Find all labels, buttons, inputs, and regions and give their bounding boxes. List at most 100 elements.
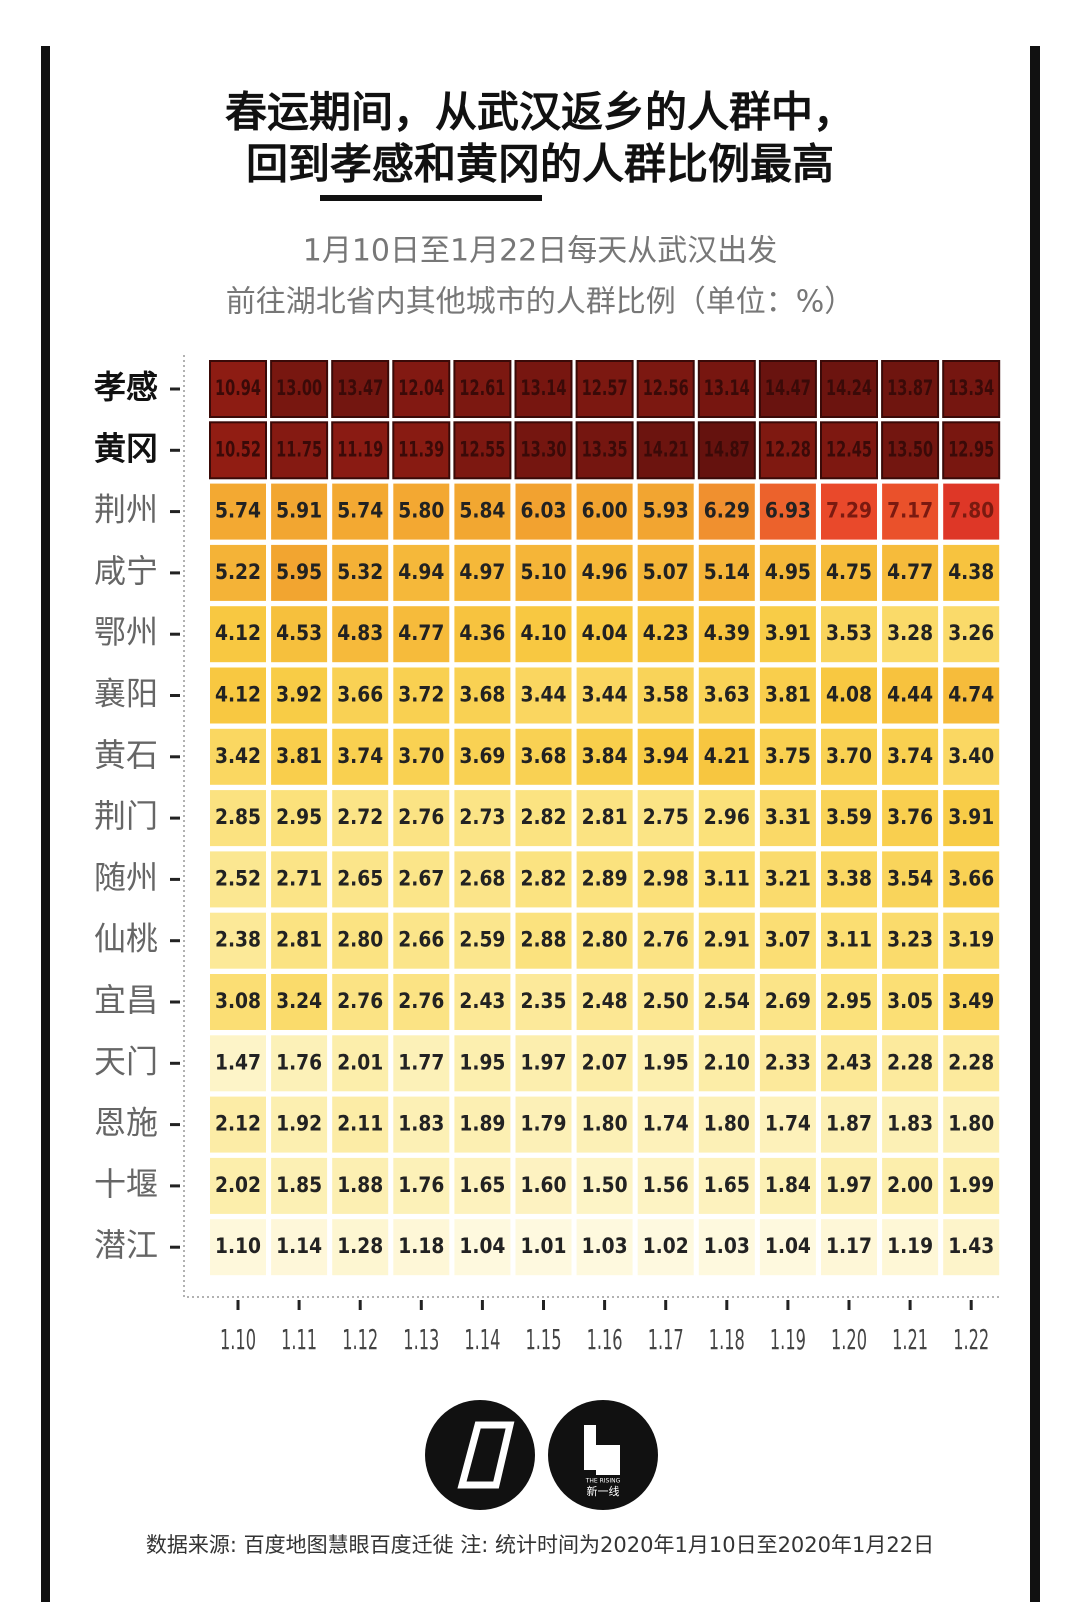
cell-label: 4.96 [582, 560, 628, 584]
cell-label: 1.50 [582, 1173, 628, 1197]
heatmap-cell [515, 483, 572, 540]
y-tick-label: 恩施 [94, 1104, 158, 1142]
cell-label: 4.44 [887, 683, 933, 707]
cell-label: 2.11 [337, 1112, 383, 1136]
cell-label: 2.01 [337, 1050, 383, 1074]
cell-label: 3.91 [948, 805, 994, 829]
cell-label: 3.54 [887, 866, 933, 890]
cell-label: 6.03 [521, 499, 567, 523]
cell-label: 1.80 [704, 1112, 750, 1136]
cell-label: 13.35 [582, 437, 628, 461]
heatmap-cell [698, 1096, 755, 1153]
cell-label: 1.28 [337, 1234, 383, 1258]
cell-label: 13.30 [521, 437, 567, 461]
cell-label: 3.44 [521, 683, 567, 707]
heatmap-cell [515, 790, 572, 847]
heatmap-cell [759, 544, 816, 601]
cell-label: 1.18 [398, 1234, 444, 1258]
cell-label: 14.87 [704, 437, 750, 461]
cell-label: 2.73 [459, 805, 505, 829]
heatmap-cell [882, 1096, 939, 1153]
cell-label: 1.95 [643, 1050, 689, 1074]
cell-label: 4.10 [521, 621, 567, 645]
heatmap-cell [637, 1157, 694, 1214]
heatmap-cell [637, 667, 694, 724]
heatmap-cell [332, 912, 389, 969]
heatmap-cell [271, 790, 328, 847]
cell-label: 2.69 [765, 989, 811, 1013]
cell-label: 1.92 [276, 1112, 322, 1136]
heatmap-cell [271, 1096, 328, 1153]
cell-label: 2.43 [826, 1050, 872, 1074]
cell-label: 4.97 [459, 560, 505, 584]
heatmap-cell [882, 974, 939, 1030]
heatmap-cell [270, 360, 329, 418]
cell-label: 4.12 [215, 621, 261, 645]
heatmap-cell [943, 1157, 1000, 1214]
heatmap-cell [881, 360, 940, 418]
heatmap-cell [271, 1219, 328, 1276]
chart-subtitle: 前往湖北省内其他城市的人群比例（单位：%） [226, 285, 855, 320]
cell-label: 1.83 [398, 1112, 444, 1136]
y-tick-label: 随州 [94, 858, 158, 896]
cell-label: 3.28 [887, 621, 933, 645]
cell-label: 5.84 [459, 499, 505, 523]
y-tick-label: 荆门 [94, 797, 158, 835]
heatmap-cell [943, 912, 1000, 969]
heatmap-cell [943, 1096, 1000, 1153]
heatmap-cell [637, 1219, 694, 1276]
heatmap-cell [637, 912, 694, 969]
cell-label: 5.10 [521, 560, 567, 584]
heatmap-cell [271, 851, 328, 908]
cell-label: 3.70 [398, 744, 444, 768]
cell-label: 2.80 [337, 928, 383, 952]
heatmap-cell [332, 728, 389, 785]
heatmap-cell [210, 974, 266, 1030]
logos: THE RISING 新一线 [425, 1400, 658, 1510]
cell-label: 1.65 [459, 1173, 505, 1197]
chart-title: 回到孝感和黄冈的人群比例最高 [246, 140, 834, 189]
heatmap-cell [210, 667, 266, 724]
cell-label: 4.39 [704, 621, 750, 645]
cell-label: 11.39 [398, 437, 444, 461]
cell-label: 3.08 [215, 989, 261, 1013]
heatmap-cell [758, 360, 817, 418]
heatmap-cell [759, 1219, 816, 1276]
heatmap-cell [454, 790, 511, 847]
cell-label: 3.92 [276, 683, 322, 707]
heatmap-cell [576, 912, 633, 969]
cell-label: 4.21 [704, 744, 750, 768]
cell-label: 2.10 [704, 1050, 750, 1074]
heatmap-cell [514, 421, 573, 480]
cell-label: 3.31 [765, 805, 811, 829]
cell-label: 3.11 [704, 866, 750, 890]
heatmap-cell [454, 544, 511, 601]
cell-label: 10.52 [215, 437, 261, 461]
cell-label: 3.49 [948, 989, 994, 1013]
cell-label: 3.58 [643, 683, 689, 707]
x-tick-label: 1.20 [831, 1323, 867, 1356]
heatmap-cell [393, 851, 450, 908]
cell-label: 2.82 [521, 805, 567, 829]
cell-label: 3.81 [765, 683, 811, 707]
heatmap-cell [210, 544, 266, 601]
heatmap-cell [270, 421, 329, 480]
cell-label: 2.75 [643, 805, 689, 829]
heatmap-cell [882, 728, 939, 785]
heatmap-cell [821, 1096, 877, 1153]
heatmap-cell [576, 483, 633, 540]
cell-label: 1.02 [643, 1234, 689, 1258]
title-underline [320, 195, 542, 201]
cell-label: 1.01 [521, 1234, 567, 1258]
heatmap-cell [943, 728, 1000, 785]
heatmap-cell [210, 728, 266, 785]
heatmap-cell [331, 421, 390, 480]
y-tick-label: 荆州 [94, 491, 158, 529]
cell-label: 3.63 [704, 683, 750, 707]
heatmap-cell [271, 606, 328, 663]
y-tick-label: 潜江 [94, 1226, 158, 1264]
cell-label: 4.94 [398, 560, 444, 584]
heatmap-cell [393, 544, 450, 601]
heatmap-cell [271, 667, 328, 724]
